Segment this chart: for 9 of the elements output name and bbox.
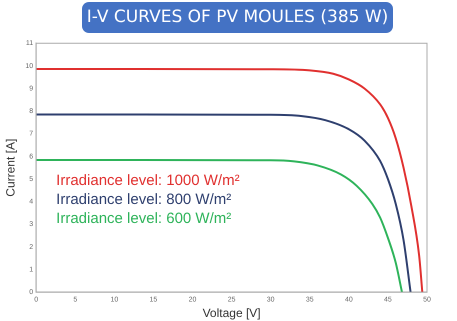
line-series xyxy=(36,159,403,292)
x-axis-title: Voltage [V] xyxy=(202,306,261,320)
text: Irradiance level: 1000 W/m² xyxy=(56,172,240,190)
line-series xyxy=(36,114,412,292)
text: Irradiance level: 800 W/m² xyxy=(56,191,232,208)
chart-title: I-V CURVES OF PV MOULES (385 W) xyxy=(82,2,393,33)
text: Irradiance level: 600 W/m² xyxy=(56,210,232,228)
y-axis-title: Current [A] xyxy=(4,138,18,197)
line-series xyxy=(36,68,424,292)
